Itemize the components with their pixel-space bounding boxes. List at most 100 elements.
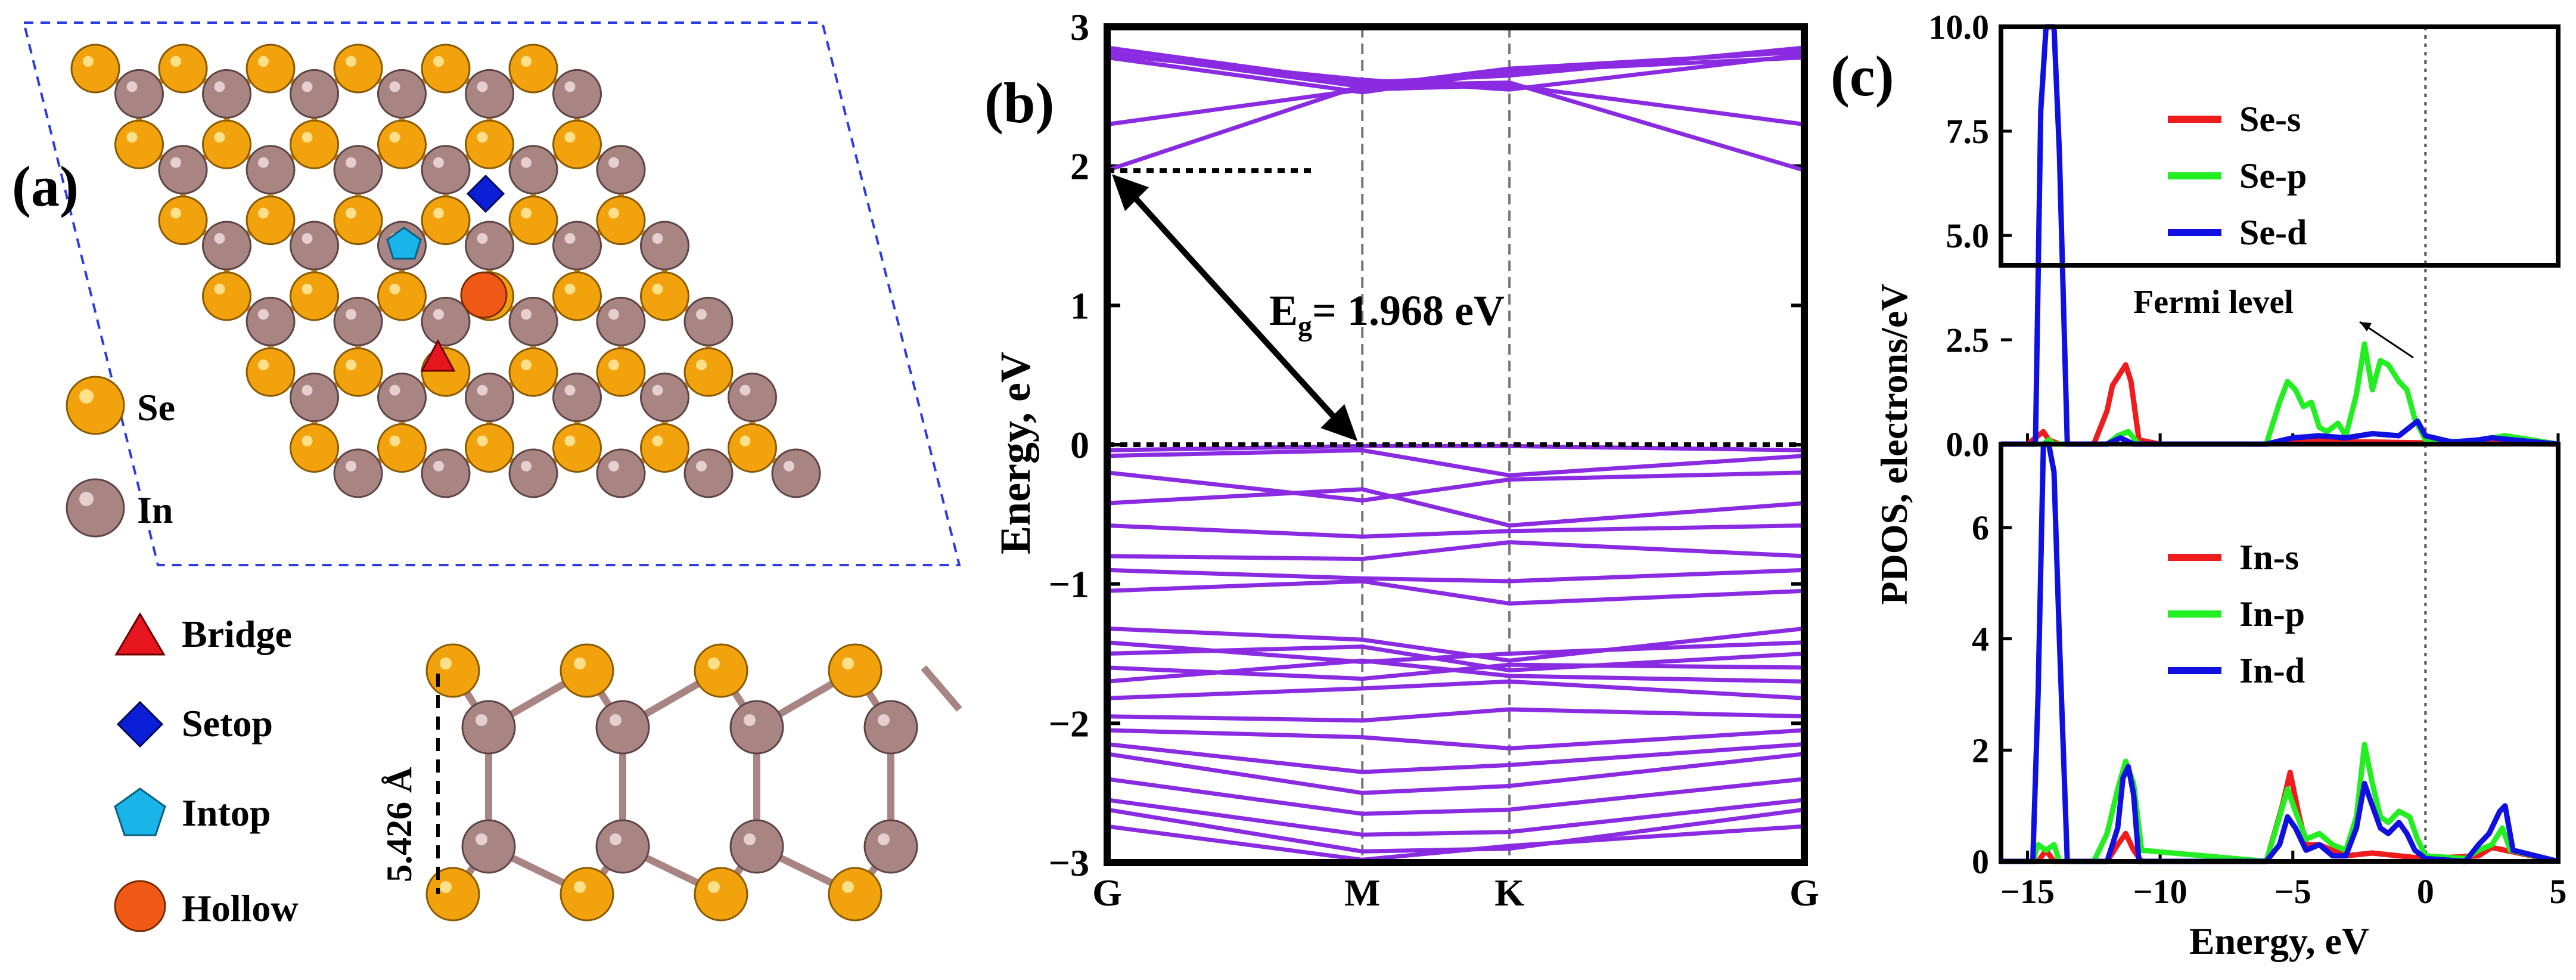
thickness-label: 5.426 Å xyxy=(380,767,419,882)
in-atom xyxy=(377,69,427,119)
se-atom xyxy=(596,196,646,246)
se-atom xyxy=(596,347,646,397)
se-atom xyxy=(552,423,602,473)
conduction-band xyxy=(1107,55,1805,95)
y-tick-label: 0 xyxy=(1972,842,1989,881)
atom-highlight xyxy=(477,384,488,396)
in-atom xyxy=(461,819,516,874)
legend-label: Se-p xyxy=(2239,156,2307,196)
triangle-icon xyxy=(114,612,166,656)
valence-band xyxy=(1107,470,1805,503)
se-atom xyxy=(421,44,471,94)
se-atom xyxy=(640,423,689,473)
atom-highlight xyxy=(696,359,707,371)
legend-label: Se-d xyxy=(2239,213,2307,252)
band-plot-frame xyxy=(1104,23,1808,866)
band-gap-arrow xyxy=(1127,190,1342,426)
top-view-lattice xyxy=(70,44,821,498)
se-atom xyxy=(694,867,748,922)
valence-band xyxy=(1107,567,1805,584)
in-atom xyxy=(290,373,339,423)
se-atom xyxy=(114,119,164,169)
atom-highlight xyxy=(652,384,663,396)
se-atom xyxy=(290,119,339,169)
valence-band xyxy=(1107,579,1805,606)
band-gap-annotation xyxy=(1107,168,1804,447)
in-atom xyxy=(377,373,427,423)
atom-highlight xyxy=(346,309,356,320)
atom-highlight xyxy=(739,384,751,396)
se-atom xyxy=(421,196,471,246)
atom-highlight xyxy=(440,658,452,669)
valence-band xyxy=(1107,540,1805,562)
atom-highlight xyxy=(610,714,622,726)
atom-highlight xyxy=(784,460,794,472)
atom-highlight xyxy=(608,460,619,472)
atom-highlight xyxy=(564,233,576,244)
atom-highlight xyxy=(170,56,181,67)
y-tick-label: 3 xyxy=(1070,6,1089,48)
intop-site-marker xyxy=(386,227,422,260)
se-atom xyxy=(508,44,558,94)
atom-highlight xyxy=(433,309,444,320)
x-tick-label: −15 xyxy=(2000,872,2055,911)
atom-highlight xyxy=(521,56,532,67)
in-atom xyxy=(290,69,339,119)
atom-highlight xyxy=(258,309,269,320)
se-atom xyxy=(202,271,251,321)
bridge-site-marker xyxy=(420,339,456,372)
atom-highlight xyxy=(302,435,313,446)
in-atom xyxy=(114,69,164,119)
pdos-in-plot: 0 2 4 6 −15 −10 −5 0 5 In-s In-p In-d xyxy=(1972,441,2567,911)
atom-highlight xyxy=(574,658,586,669)
pdos-series-se-s xyxy=(2001,362,2559,447)
valence-band xyxy=(1107,644,1805,672)
atom-highlight xyxy=(346,157,356,168)
se-atom xyxy=(508,196,558,246)
y-tick-label: 10.0 xyxy=(1929,8,1990,46)
in-atom xyxy=(158,145,208,195)
panel-b-label: (b) xyxy=(984,71,1054,135)
atom-highlight xyxy=(521,207,532,219)
se-atom xyxy=(640,271,689,321)
y-tick-label: 0 xyxy=(1070,424,1089,466)
pentagon-icon xyxy=(114,787,166,836)
atom-highlight xyxy=(521,359,532,371)
band-y-axis-label: Energy, eV xyxy=(992,352,1039,554)
se-atom xyxy=(290,271,339,321)
legend-setop-label: Setop xyxy=(182,702,273,745)
in-atom xyxy=(640,221,689,271)
se-atom xyxy=(377,271,427,321)
atom-highlight xyxy=(608,207,619,219)
atom-highlight xyxy=(652,233,663,244)
in-atom xyxy=(333,145,383,195)
se-atom-icon xyxy=(66,376,125,435)
in-atom xyxy=(290,221,339,271)
legend-se-label: Se xyxy=(137,386,175,429)
valence-band xyxy=(1107,679,1805,700)
in-atom xyxy=(552,221,602,271)
atom-highlight xyxy=(744,833,756,845)
atom-highlight xyxy=(389,283,400,294)
se-atom-highlight xyxy=(79,389,94,404)
in-atom xyxy=(596,296,646,346)
se-atom xyxy=(465,423,514,473)
valence-band xyxy=(1107,798,1805,837)
in-atom xyxy=(465,373,514,423)
in-atom xyxy=(683,296,734,346)
atom-highlight xyxy=(708,881,720,893)
in-atom xyxy=(596,145,646,195)
se-atom xyxy=(246,347,296,397)
legend-intop-label: Intop xyxy=(182,792,271,834)
valence-band xyxy=(1107,728,1805,750)
atom-highlight xyxy=(302,384,313,396)
panel-a: (a) Se In Bridge Setop xyxy=(12,21,962,932)
circle-icon xyxy=(114,880,166,932)
se-atom xyxy=(728,423,777,473)
legend-intop: Intop xyxy=(114,787,271,836)
atom-highlight xyxy=(83,56,94,67)
atom-highlight xyxy=(574,881,586,893)
x-tick-label: −5 xyxy=(2274,872,2311,911)
atom-highlight xyxy=(433,460,444,472)
